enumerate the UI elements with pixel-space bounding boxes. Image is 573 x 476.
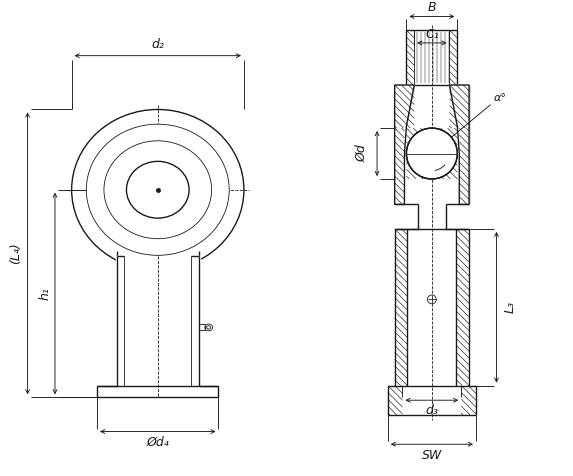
Text: L₃: L₃: [504, 301, 517, 313]
Text: (L₄): (L₄): [9, 242, 22, 264]
Text: d₂: d₂: [151, 39, 164, 51]
Ellipse shape: [104, 141, 211, 238]
Ellipse shape: [427, 295, 436, 304]
Polygon shape: [449, 85, 469, 204]
Polygon shape: [116, 256, 200, 386]
Text: Ød₄: Ød₄: [146, 436, 169, 449]
Text: h₁: h₁: [39, 287, 52, 300]
Ellipse shape: [127, 161, 189, 218]
Text: SW: SW: [422, 448, 442, 462]
Text: C₁: C₁: [425, 28, 439, 40]
Ellipse shape: [406, 128, 457, 179]
Text: Ød: Ød: [355, 145, 368, 162]
Text: α°: α°: [493, 93, 507, 103]
Ellipse shape: [87, 124, 229, 255]
Polygon shape: [395, 85, 414, 204]
Text: d₃: d₃: [425, 404, 438, 416]
Text: B: B: [427, 1, 436, 14]
Ellipse shape: [72, 109, 244, 270]
